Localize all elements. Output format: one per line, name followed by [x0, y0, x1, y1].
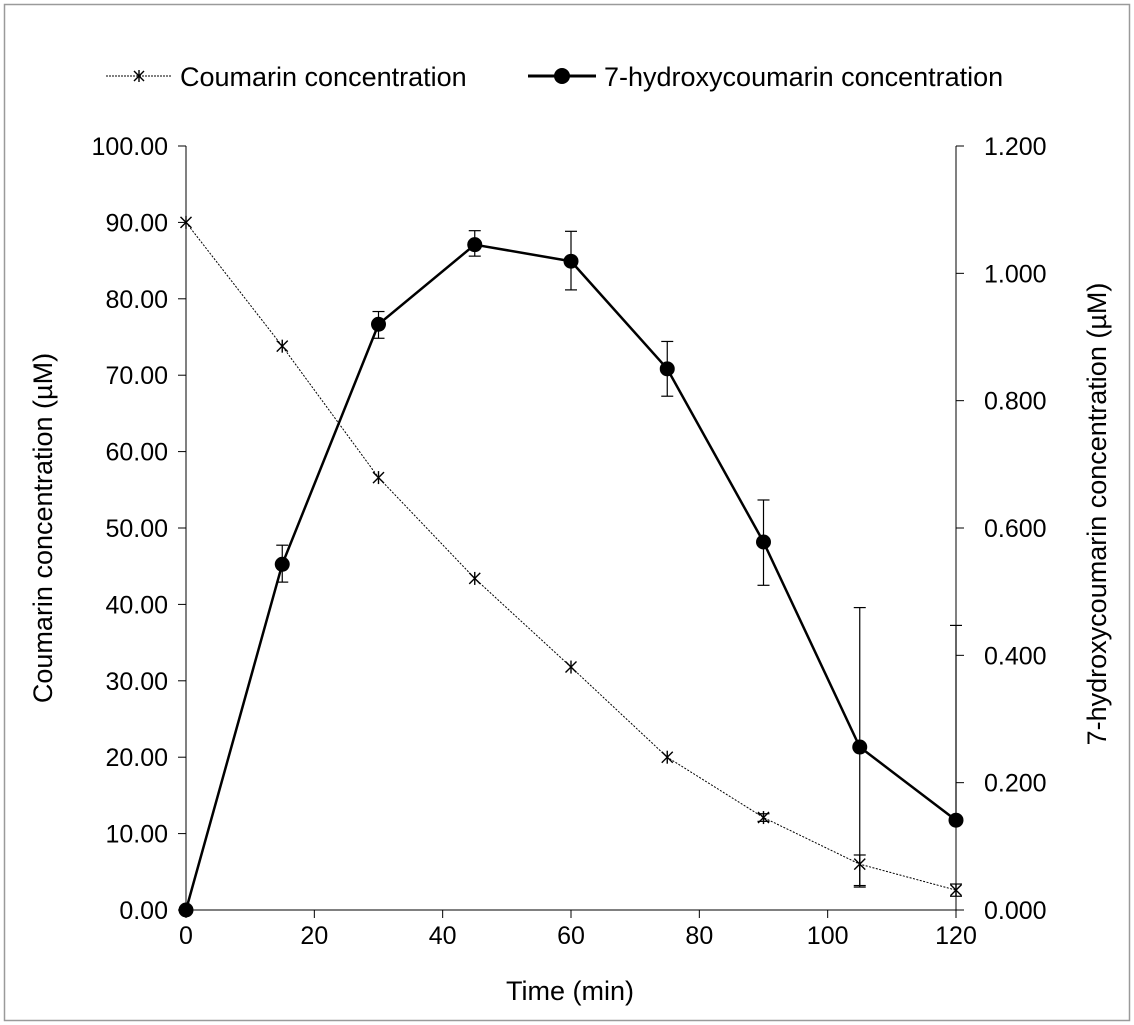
y-tick-label: 100.00 [92, 133, 168, 161]
legend: Coumarin concentration 7-hydroxycoumarin… [106, 62, 1003, 92]
y-axis-right-label: 7-hydroxycoumarin concentration (µM) [1082, 283, 1112, 746]
x-tick-label: 60 [557, 922, 585, 950]
series-hydroxycoumarin [178, 230, 964, 918]
y-axis-left-label: Coumarin concentration (µM) [28, 353, 58, 703]
chart-frame [3, 3, 1131, 1022]
series-hydroxycoumarin-point [371, 316, 386, 332]
series-hydroxycoumarin-point [178, 902, 194, 918]
x-axis-label: Time (min) [506, 976, 634, 1006]
legend-swatch-hydroxy-marker [554, 68, 570, 84]
legend-swatch-coumarin-marker [133, 70, 145, 82]
y-tick-label: 60.00 [105, 439, 168, 467]
x-tick-label: 0 [179, 922, 193, 950]
y-tick-label: 10.00 [105, 821, 168, 849]
y2-tick-label: 1.000 [984, 260, 1047, 288]
series-hydroxycoumarin-point [563, 253, 579, 269]
series-hydroxycoumarin-point [659, 361, 675, 377]
y-tick-label: 30.00 [105, 668, 168, 696]
y-tick-label: 80.00 [105, 286, 168, 314]
legend-label-coumarin: Coumarin concentration [180, 62, 467, 92]
x-tick-label: 80 [685, 922, 713, 950]
y2-tick-label: 0.800 [984, 388, 1047, 416]
y2-tick-label: 0.600 [984, 515, 1047, 543]
y2-tick-label: 0.400 [984, 642, 1047, 670]
series-coumarin-point [661, 750, 674, 764]
y-tick-label: 40.00 [105, 591, 168, 619]
series-hydroxycoumarin-point [852, 739, 868, 755]
series-hydroxycoumarin-point [948, 812, 964, 828]
x-tick-label: 120 [935, 922, 977, 950]
y-tick-label: 0.00 [119, 897, 168, 925]
series-coumarin-point [757, 811, 770, 825]
series-hydroxycoumarin-point [274, 556, 290, 572]
x-tick-label: 40 [429, 922, 457, 950]
x-tick-label: 20 [300, 922, 328, 950]
series-coumarin-point [276, 339, 289, 353]
x-tick-label: 100 [807, 922, 849, 950]
y-tick-label: 20.00 [105, 744, 168, 772]
y2-tick-label: 0.000 [984, 897, 1047, 925]
series-hydroxycoumarin-point [467, 237, 483, 253]
series-coumarin-point [565, 660, 577, 674]
y-axis-left-ticks: 0.00 10.00 20.00 30.00 40.00 50.00 60.00 70.00 8… [92, 133, 186, 925]
y-axis-right-ticks: 0.000 0.200 0.400 0.600 0.800 1.000 1.200 [956, 133, 1047, 925]
x-axis-ticks: 0 20 40 60 80 100 120 [179, 910, 977, 950]
series-coumarin-point [372, 471, 385, 485]
y2-tick-label: 0.200 [984, 770, 1047, 798]
series-hydroxycoumarin-point [756, 534, 771, 550]
y-tick-label: 90.00 [105, 209, 168, 237]
series-coumarin-point [180, 215, 192, 229]
series-coumarin-point [950, 883, 962, 897]
y-tick-label: 50.00 [105, 515, 168, 543]
legend-label-hydroxy: 7-hydroxycoumarin concentration [604, 62, 1003, 92]
y2-tick-label: 1.200 [984, 133, 1047, 161]
series-coumarin-point [468, 571, 481, 585]
y-tick-label: 70.00 [105, 362, 168, 390]
